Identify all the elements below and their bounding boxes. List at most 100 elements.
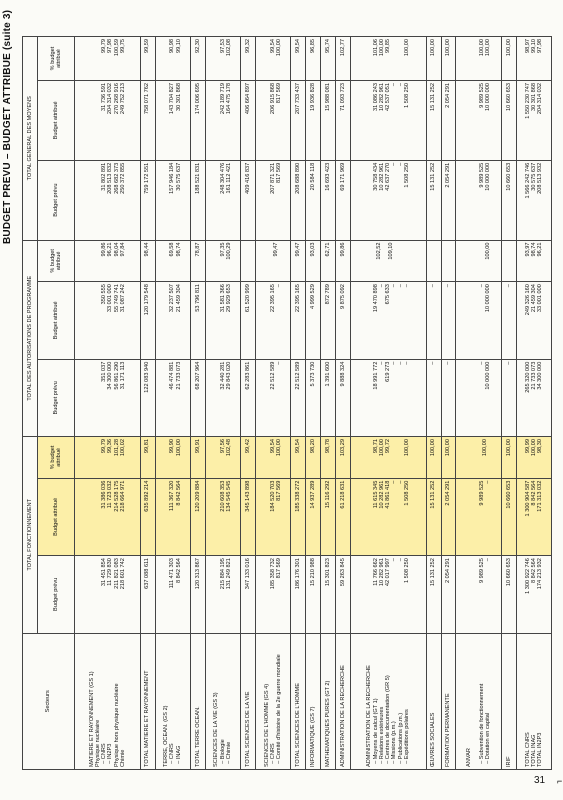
row-label: TOTAL TERRE OCEAN. bbox=[190, 633, 206, 770]
table-cell: 207 733 437 bbox=[290, 80, 306, 161]
table-cell: 103,29 bbox=[335, 436, 351, 479]
table-cell: – 10 000 000 bbox=[455, 359, 502, 437]
table-cell: 31 802 891 208 513 832 268 682 373 250 3… bbox=[74, 160, 141, 241]
table-cell: 120 179 548 bbox=[140, 281, 155, 360]
table-cell: 215 884 195 131 249 821 bbox=[205, 555, 241, 634]
table-cell: 11 615 345 10 282 961 41 861 418 – – 1 5… bbox=[350, 478, 427, 556]
table-row: TOTAL SCIENCES DE L'HOMME 186 176 301 185 … bbox=[290, 36, 306, 770]
header-budget-attribue: Budget attribué bbox=[37, 281, 75, 360]
table-row: ŒUVRES SOCIALES 15 131 252 15 131 252 100,0… bbox=[426, 36, 441, 770]
table-cell: 10 660 653 bbox=[501, 160, 517, 241]
table-row: ADMINISTRATION DE LA RECHERCHE 59 263 845… bbox=[335, 36, 351, 770]
table-cell: 14 937 289 bbox=[305, 478, 321, 556]
table-cell: – bbox=[441, 281, 456, 360]
table-cell: 95,74 bbox=[320, 36, 336, 81]
table-row: MATHEMATIQUES PURES (GT 2) 15 301 823 15 1… bbox=[320, 36, 336, 770]
table-cell: 2 054 291 bbox=[441, 160, 456, 241]
table-row: FORMATION PERMANENTE 2 054 291 2 054 291 10… bbox=[441, 36, 456, 770]
table-cell: 98,97 99,10 97,98 bbox=[516, 36, 552, 81]
header-pct-attribue: % budget attribué bbox=[37, 36, 75, 81]
table-cell: 208 688 890 bbox=[290, 160, 306, 241]
table-cell: 9 888 324 bbox=[335, 359, 351, 437]
table-cell: 90,98 99,10 bbox=[155, 36, 191, 81]
table-cell: 97,35 100,29 bbox=[205, 240, 241, 282]
table-cell: 2 054 291 bbox=[441, 478, 456, 556]
table-cell: 99,81 bbox=[140, 436, 155, 479]
row-label: ANVAR – Subvention de fonctionnement – D… bbox=[455, 633, 502, 770]
table-cell: 99,99 100,00 98,30 bbox=[516, 436, 552, 479]
row-label: TERRE, OCEAN. (GS 2) – CNRS – INAG bbox=[155, 633, 191, 770]
row-label: FORMATION PERMANENTE bbox=[441, 633, 456, 770]
table-cell: 5 373 730 bbox=[305, 359, 321, 437]
table-cell: 242 189 719 164 475 178 bbox=[205, 80, 241, 161]
table-cell: 96,85 bbox=[305, 36, 321, 81]
table-cell: 100,00 bbox=[426, 36, 441, 81]
table-cell: 78,87 bbox=[190, 240, 206, 282]
table-cell: 22 512 589 – bbox=[255, 359, 291, 437]
table-cell: 31 386 036 11 723 032 214 528 175 218 66… bbox=[74, 478, 141, 556]
table-row: ADMINISTRATION DE LA RECHERCHE – Moyens … bbox=[350, 36, 427, 770]
table-row: TOTAL MATIERE ET RAYONNEMENT 637 088 611 6… bbox=[140, 36, 155, 770]
row-label: INFORMATIQUE (GS 7) bbox=[305, 633, 321, 770]
table-row: SCIENCES DE LA VIE (GS 3) – Biologie – C… bbox=[205, 36, 241, 770]
table-cell: 1 566 242 746 30 575 637 208 513 932 bbox=[516, 160, 552, 241]
table-cell: 347 133 016 bbox=[240, 555, 256, 634]
table-cell: 31 736 591 204 314 032 270 268 916 249 7… bbox=[74, 80, 141, 161]
table-cell: 99,59 bbox=[140, 36, 155, 81]
table-cell bbox=[501, 240, 517, 282]
table-cell: 15 131 252 bbox=[426, 555, 441, 634]
header-budget-attribue: Budget attribué bbox=[37, 478, 75, 556]
table-cell bbox=[426, 240, 441, 282]
table-cell: 99,79 99,36 101,28 100,02 bbox=[74, 436, 141, 479]
table-cell: 185 358 732 817 569 bbox=[255, 555, 291, 634]
table-cell: 99,54 100,00 bbox=[255, 36, 291, 81]
table-cell: 9 989 525 – bbox=[455, 478, 502, 556]
table-cell: 99,86 96,21 98,04 97,84 bbox=[74, 240, 141, 282]
row-label: SCIENCES DE LA VIE (GS 3) – Biologie – C… bbox=[205, 633, 241, 770]
table-cell: 207 871 321 817 569 bbox=[255, 160, 291, 241]
row-label: MATIERE ET RAYONNEMENT (GS 1) Physique n… bbox=[74, 633, 141, 770]
table-cell: 92,30 bbox=[190, 36, 206, 81]
table-cell bbox=[441, 240, 456, 282]
header-pct-attribue: % budget attribué bbox=[37, 240, 75, 282]
table-row: MATIERE ET RAYONNEMENT (GS 1) Physique n… bbox=[74, 36, 141, 770]
table-cell: 100,00 bbox=[501, 436, 517, 479]
table-cell: 122 083 940 bbox=[140, 359, 155, 437]
table-cell: 1 300 922 746 8 842 564 174 213 932 bbox=[516, 555, 552, 634]
table-cell: 157 946 184 30 575 637 bbox=[155, 160, 191, 241]
table-cell: 15 131 252 bbox=[426, 478, 441, 556]
table-cell: 46 474 881 21 733 073 bbox=[155, 359, 191, 437]
table-row: IRIF 10 660 653 10 660 653 100,00– –10 660 6… bbox=[501, 36, 517, 770]
table-cell: 10 660 653 bbox=[501, 80, 517, 161]
header-group-fonctionnement: TOTAL FONCTIONNEMENT bbox=[22, 436, 38, 634]
table-cell: 16 693 423 bbox=[320, 160, 336, 241]
table-cell: 759 172 551 bbox=[140, 160, 155, 241]
row-label: TOTAL CNRS TOTAL INAG TOTAL IN2P3 bbox=[516, 633, 552, 770]
table-cell: 4 999 529 bbox=[305, 281, 321, 360]
crop-mark: ⌐ bbox=[557, 776, 563, 786]
table-cell: 61 218 631 bbox=[335, 478, 351, 556]
table-cell: 98,44 bbox=[140, 240, 155, 282]
page-title: BUDGET PREVU – BUDGET ATTRIBUE (suite 3) bbox=[2, 10, 13, 245]
table-cell: 18 991 772 – 619 273 – – – bbox=[350, 359, 427, 437]
table-cell: 99,32 bbox=[240, 36, 256, 81]
table-cell: 15 301 823 bbox=[320, 555, 336, 634]
table-cell: 409 416 837 bbox=[240, 160, 256, 241]
table-cell: 758 071 762 bbox=[140, 80, 155, 161]
table-cell: 99,54 100,00 bbox=[255, 436, 291, 479]
table-cell: – bbox=[501, 359, 517, 437]
table-cell: 2 054 291 bbox=[441, 80, 456, 161]
table-cell: 1 300 904 587 8 842 564 171 313 032 bbox=[516, 478, 552, 556]
rotated-table-container: Secteurs TOTAL FONCTIONNEMENT TOTAL DES … bbox=[22, 36, 552, 770]
header-budget-attribue: Budget attribué bbox=[37, 80, 75, 161]
row-label: TOTAL MATIERE ET RAYONNEMENT bbox=[140, 633, 155, 770]
table-row: ANVAR – Subvention de fonctionnement – D… bbox=[455, 36, 502, 770]
table-cell: 99,90 100,00 bbox=[155, 436, 191, 479]
table-cell: 15 116 292 bbox=[320, 478, 336, 556]
table-cell: 111 367 320 8 842 564 bbox=[155, 478, 191, 556]
table-cell: 69,58 98,74 bbox=[155, 240, 191, 282]
table-cell: 20 584 118 bbox=[305, 160, 321, 241]
table-cell: 9 989 525 10 000 000 bbox=[455, 80, 502, 161]
table-row: TERRE, OCEAN. (GS 2) – CNRS – INAG 111 4… bbox=[155, 36, 191, 770]
table-cell: 100,00 100,00 bbox=[455, 36, 502, 81]
